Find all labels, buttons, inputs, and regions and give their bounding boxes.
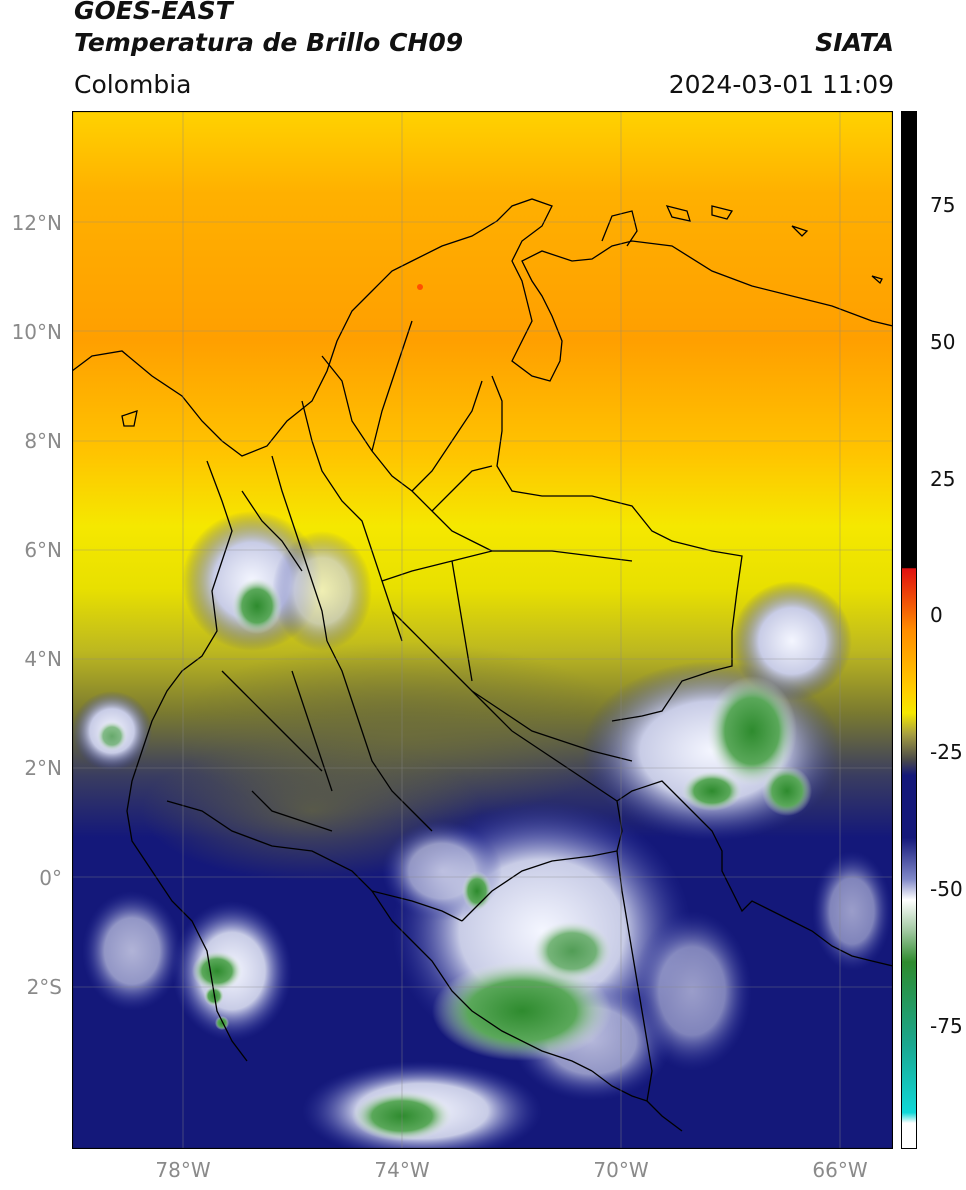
lon-label-70w: 70°W	[593, 1158, 649, 1182]
region-label: Colombia	[74, 70, 192, 99]
lat-label-12n: 12°N	[11, 211, 62, 235]
lat-label-10n: 10°N	[11, 320, 62, 344]
satellite-title: GOES-EAST	[74, 0, 233, 25]
colorbar-tick-25: 25	[930, 467, 956, 491]
colorbar-tick-neg25: -25	[930, 740, 963, 764]
colorbar-tick-50: 50	[930, 330, 956, 354]
colorbar-tick-0: 0	[930, 603, 943, 627]
lon-label-78w: 78°W	[155, 1158, 211, 1182]
lon-label-74w: 74°W	[374, 1158, 430, 1182]
lon-label-66w: 66°W	[812, 1158, 868, 1182]
lat-label-0: 0°	[39, 866, 62, 890]
cold-cloud-tops	[97, 578, 812, 1141]
lat-label-6n: 6°N	[24, 538, 62, 562]
coastlines-and-borders	[72, 198, 893, 1132]
lat-label-2n: 2°N	[24, 756, 62, 780]
product-title: Temperatura de Brillo CH09	[74, 28, 464, 57]
timestamp-label: 2024-03-01 11:09	[668, 70, 894, 99]
map-frame	[72, 111, 893, 1149]
lat-label-8n: 8°N	[24, 429, 62, 453]
agency-label: SIATA	[815, 28, 894, 57]
colorbar-tick-75: 75	[930, 193, 956, 217]
colorbar-tick-neg75: -75	[930, 1014, 963, 1038]
colorbar-tick-neg50: -50	[930, 877, 963, 901]
colorbar	[901, 111, 917, 1149]
warm-spot	[417, 284, 423, 290]
graticule	[72, 111, 893, 1149]
lat-label-2s: 2°S	[26, 975, 62, 999]
lat-label-4n: 4°N	[24, 647, 62, 671]
brightness-temperature-map	[72, 111, 893, 1149]
